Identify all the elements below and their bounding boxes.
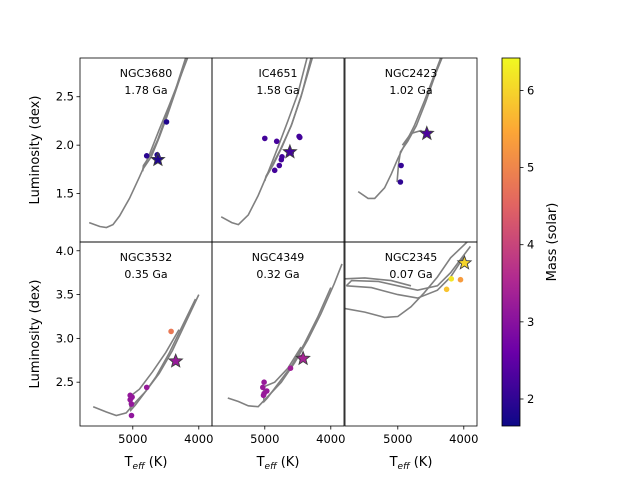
- star-point: [168, 328, 174, 335]
- isochrone-line: [92, 294, 200, 417]
- cluster-name: IC4651: [259, 67, 298, 80]
- star-point: [273, 138, 280, 145]
- x-tick-label: 4000: [449, 432, 478, 446]
- x-tick-label: 5000: [118, 432, 147, 446]
- plot-area: [357, 58, 443, 200]
- isochrone-line: [263, 346, 302, 388]
- y-tick-label: 2.0: [56, 138, 74, 152]
- mean-star-marker: [456, 254, 473, 270]
- mean-star-marker: [149, 151, 166, 167]
- colorbar-label: Mass (solar): [545, 203, 560, 282]
- y-tick-label: 2.5: [56, 90, 74, 104]
- star-point: [457, 276, 464, 283]
- panel-ngc3532: NGC3532 0.35 Ga 2.5 3.0 3.5 4.0 5000 4000 Lumino…: [28, 241, 213, 472]
- plot-area: [345, 242, 473, 319]
- axes-frame: [211, 241, 345, 427]
- isochrone-line: [142, 58, 188, 170]
- isochrone-line: [128, 298, 197, 412]
- y-tick-label: 2.5: [56, 375, 74, 389]
- y-axis-label: Luminosity (dex): [28, 280, 43, 389]
- plot-area: [220, 58, 314, 226]
- star-point: [128, 401, 135, 407]
- star-point: [163, 119, 170, 125]
- cluster-name: NGC2423: [385, 67, 437, 80]
- mean-star-marker: [295, 350, 311, 366]
- y-axis-label: Luminosity (dex): [28, 96, 43, 205]
- isochrone-line: [345, 242, 468, 319]
- star-point: [287, 365, 294, 372]
- cluster-name: NGC3680: [120, 67, 172, 80]
- axes-frame: [344, 241, 478, 427]
- plot-area: [88, 58, 189, 229]
- x-axis-label: Teff (K): [256, 455, 300, 472]
- isochrone-line: [262, 287, 332, 404]
- star-point: [279, 154, 285, 160]
- isochrone-line: [227, 263, 343, 408]
- mean-star-marker: [282, 143, 298, 159]
- isochrone-line: [220, 58, 308, 226]
- isochrone-line: [264, 58, 314, 179]
- cluster-name: NGC4349: [252, 251, 304, 264]
- star-point: [264, 388, 270, 394]
- plot-area: [92, 294, 200, 419]
- colorbar: 2 3 4 5 6: [501, 57, 534, 427]
- star-point: [297, 134, 303, 141]
- x-axis-label: Teff (K): [124, 455, 168, 472]
- cluster-age: 1.02 Ga: [389, 84, 432, 97]
- star-point: [398, 162, 404, 169]
- y-tick-label: 3.5: [56, 288, 74, 302]
- isochrone-line: [357, 58, 442, 200]
- mean-star-marker: [419, 125, 435, 141]
- star-point: [276, 162, 283, 169]
- star-point: [143, 153, 150, 159]
- star-point: [397, 179, 404, 185]
- star-point: [127, 392, 133, 399]
- colorbar-tick-label: 3: [527, 315, 534, 329]
- cluster-age: 1.78 Ga: [124, 84, 167, 97]
- panel-ngc4349: NGC4349 0.32 Ga 5000 4000 Teff (K): [211, 241, 345, 472]
- star-point: [262, 135, 268, 142]
- star-point: [143, 384, 150, 391]
- star-point: [261, 379, 267, 386]
- isochrone-line: [345, 245, 472, 292]
- star-point: [443, 286, 450, 293]
- colorbar-gradient: [501, 57, 521, 427]
- colorbar-tick-label: 4: [527, 238, 534, 252]
- colorbar-tick-label: 5: [527, 161, 534, 175]
- x-tick-label: 5000: [250, 432, 279, 446]
- star-point: [260, 392, 267, 399]
- cluster-name: NGC3532: [120, 251, 172, 264]
- mean-star-marker: [167, 352, 184, 368]
- panel-ic4651: IC4651 1.58 Ga: [211, 57, 345, 243]
- panel-ngc2423: NGC2423 1.02 Ga: [344, 57, 478, 243]
- star-point: [271, 167, 278, 174]
- x-tick-label: 4000: [316, 432, 345, 446]
- cluster-age: 0.35 Ga: [124, 268, 167, 281]
- cluster-name: NGC2345: [385, 251, 437, 264]
- x-axis-label: Teff (K): [389, 455, 433, 472]
- isochrone-line: [345, 277, 412, 287]
- isochrone-line: [129, 329, 180, 397]
- star-point: [128, 412, 135, 419]
- panel-ngc3680: NGC3680 1.78 Ga 1.5 2.0 2.5 Luminosity (dex): [28, 57, 213, 243]
- plot-area: [227, 263, 343, 408]
- colorbar-tick-label: 6: [527, 83, 534, 97]
- x-tick-label: 5000: [383, 432, 412, 446]
- cluster-age: 0.07 Ga: [389, 268, 432, 281]
- colorbar-tick-label: 2: [527, 392, 534, 406]
- star-point: [260, 384, 266, 391]
- y-tick-label: 4.0: [56, 244, 74, 258]
- cluster-age: 0.32 Ga: [256, 268, 299, 281]
- panel-grid: NGC3680 1.78 Ga 1.5 2.0 2.5 Luminosity (dex) I…: [28, 57, 478, 472]
- panel-ngc2345: NGC2345 0.07 Ga 5000 4000 Teff (K): [344, 241, 478, 472]
- y-tick-label: 1.5: [56, 187, 74, 201]
- cluster-age: 1.58 Ga: [256, 84, 299, 97]
- x-tick-label: 4000: [184, 432, 213, 446]
- y-tick-label: 3.0: [56, 331, 74, 345]
- star-point: [448, 276, 455, 282]
